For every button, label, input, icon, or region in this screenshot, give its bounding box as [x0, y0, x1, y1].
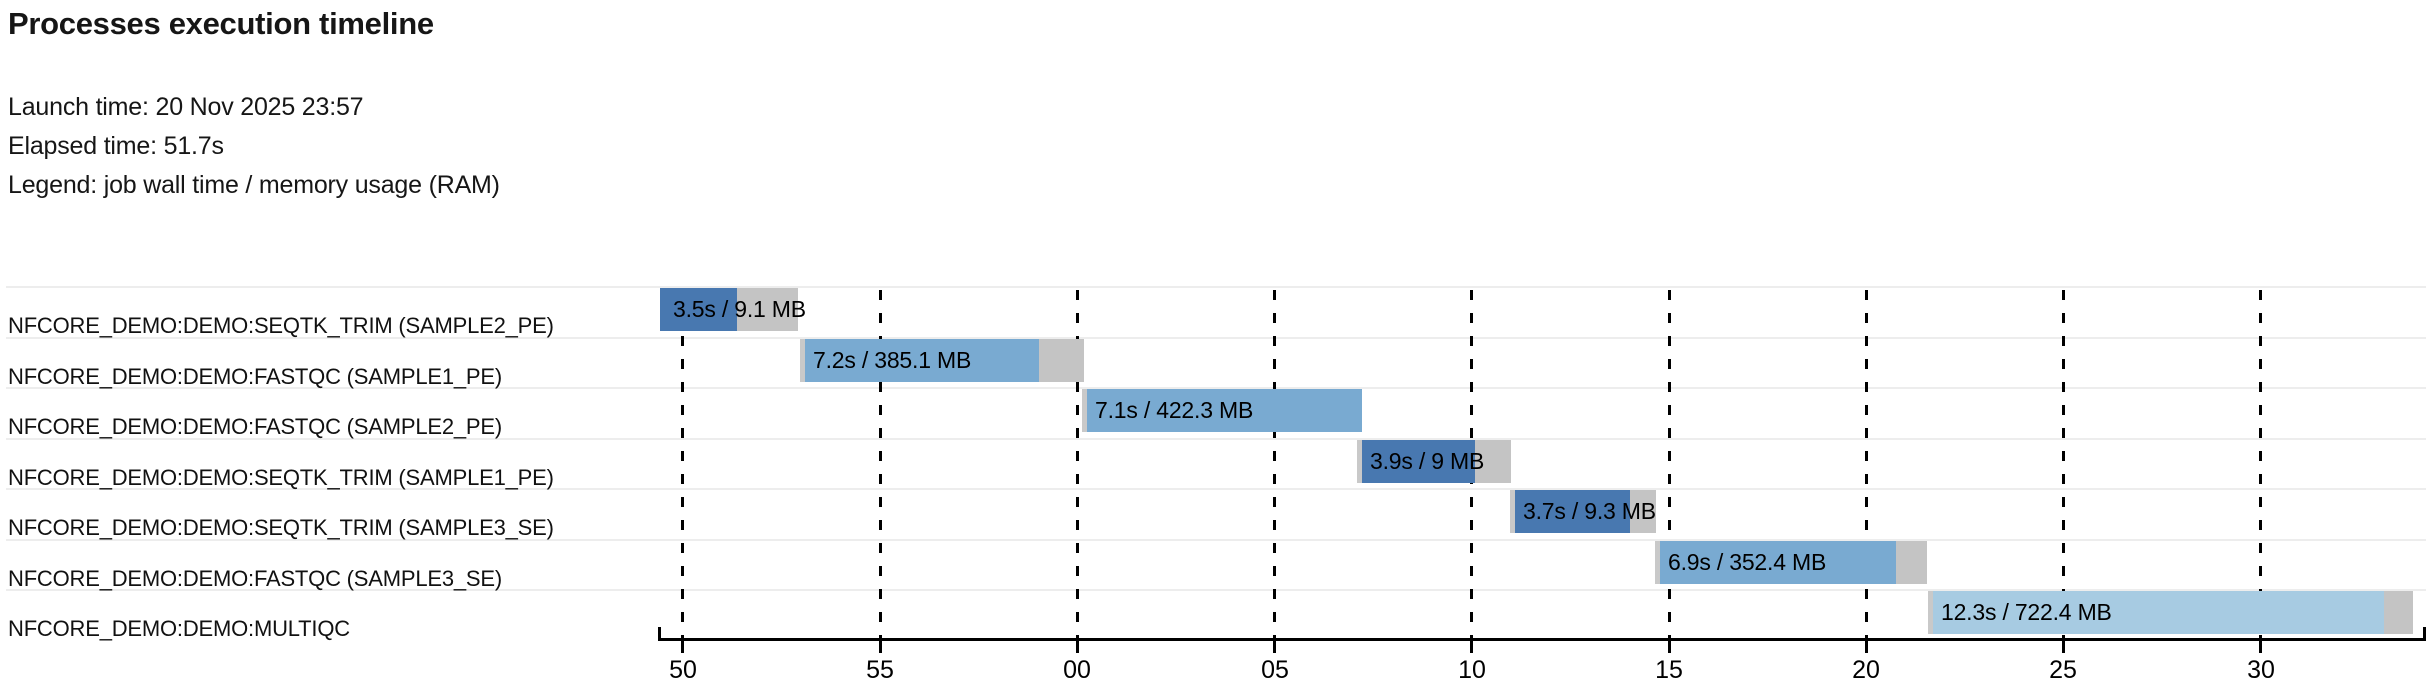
gridline [2259, 290, 2262, 640]
row-separator [6, 438, 2426, 440]
axis-tick-label: 25 [2049, 656, 2077, 684]
task-bar-label: 3.9s / 9 MB [1370, 448, 1485, 474]
task-overhead-segment [1630, 490, 1656, 533]
axis-tick-label: 20 [1852, 656, 1880, 684]
gridline [1273, 290, 1276, 640]
axis-tick [1668, 640, 1671, 653]
axis-tick [2259, 640, 2262, 653]
task-bar-label: 12.3s / 722.4 MB [1941, 599, 2112, 625]
run-info: Launch time: 20 Nov 2025 23:57 Elapsed t… [8, 88, 500, 205]
axis-tick [1076, 640, 1079, 653]
row-separator [6, 488, 2426, 490]
task-queued-segment [1928, 591, 1933, 634]
row-label: NFCORE_DEMO:DEMO:FASTQC (SAMPLE2_PE) [8, 414, 502, 439]
task-bar: 3.9s / 9 MB [1357, 440, 1511, 483]
task-run-segment [1660, 541, 1896, 584]
gridline [879, 290, 882, 640]
axis-tick [681, 640, 684, 653]
task-run-segment [1933, 591, 2384, 634]
task-bar-label: 3.7s / 9.3 MB [1523, 498, 1656, 524]
task-bar-label: 7.2s / 385.1 MB [813, 347, 972, 373]
gridline [1076, 290, 1079, 640]
axis-tick [1865, 640, 1868, 653]
task-bar: 3.7s / 9.3 MB [1510, 490, 1656, 533]
axis-tick-label: 15 [1655, 656, 1683, 684]
axis-tick [1470, 640, 1473, 653]
axis-tick-label: 10 [1458, 656, 1486, 684]
row-label: NFCORE_DEMO:DEMO:SEQTK_TRIM (SAMPLE3_SE) [8, 515, 554, 540]
row-separator [6, 337, 2426, 339]
task-bar-label: 3.5s / 9.1 MB [673, 296, 806, 322]
task-bar: 7.1s / 422.3 MB [1082, 389, 1362, 432]
row-label: NFCORE_DEMO:DEMO:FASTQC (SAMPLE1_PE) [8, 364, 502, 389]
row-label: NFCORE_DEMO:DEMO:SEQTK_TRIM (SAMPLE2_PE) [8, 313, 554, 338]
legend-text: Legend: job wall time / memory usage (RA… [8, 171, 500, 199]
task-queued-segment [1510, 490, 1515, 533]
row-separator [6, 387, 2426, 389]
task-queued-segment [800, 339, 805, 382]
row-separator [6, 286, 2426, 288]
task-run-segment [1087, 389, 1362, 432]
task-run-segment [805, 339, 1039, 382]
task-bar: 6.9s / 352.4 MB [1655, 541, 1927, 584]
axis-right-cap [2423, 627, 2426, 641]
gridline [1668, 290, 1671, 640]
task-queued-segment [1655, 541, 1660, 584]
axis-left-cap [658, 627, 661, 641]
task-queued-segment [1357, 440, 1362, 483]
axis-tick [2062, 640, 2065, 653]
task-overhead-segment [2384, 591, 2413, 634]
task-queued-segment [1082, 389, 1087, 432]
task-overhead-segment [737, 288, 798, 331]
task-overhead-segment [1475, 440, 1511, 483]
task-bar-label: 6.9s / 352.4 MB [1668, 549, 1827, 575]
launch-time-text: Launch time: 20 Nov 2025 23:57 [8, 93, 364, 121]
row-label: NFCORE_DEMO:DEMO:FASTQC (SAMPLE3_SE) [8, 566, 502, 591]
axis-tick [879, 640, 882, 653]
row-label: NFCORE_DEMO:DEMO:SEQTK_TRIM (SAMPLE1_PE) [8, 465, 554, 490]
axis-tick-label: 50 [669, 656, 697, 684]
task-bar: 7.2s / 385.1 MB [800, 339, 1084, 382]
task-run-segment [1515, 490, 1630, 533]
task-overhead-segment [1039, 339, 1084, 382]
axis-tick-label: 55 [866, 656, 894, 684]
axis-tick [1273, 640, 1276, 653]
axis-tick-label: 30 [2247, 656, 2275, 684]
axis-tick-label: 05 [1261, 656, 1289, 684]
gridline [1865, 290, 1868, 640]
row-separator [6, 539, 2426, 541]
task-run-segment [660, 288, 737, 331]
gridline [2062, 290, 2065, 640]
axis-line [658, 638, 2426, 641]
elapsed-time-text: Elapsed time: 51.7s [8, 132, 224, 160]
task-run-segment [1362, 440, 1475, 483]
row-separator [6, 589, 2426, 591]
row-label: NFCORE_DEMO:DEMO:MULTIQC [8, 616, 350, 641]
task-bar-label: 7.1s / 422.3 MB [1095, 397, 1254, 423]
page-title: Processes execution timeline [8, 6, 434, 41]
task-bar: 3.5s / 9.1 MB [660, 288, 806, 331]
gridline [681, 290, 684, 640]
axis-tick-label: 00 [1063, 656, 1091, 684]
task-overhead-segment [1896, 541, 1927, 584]
task-bar: 12.3s / 722.4 MB [1928, 591, 2413, 634]
